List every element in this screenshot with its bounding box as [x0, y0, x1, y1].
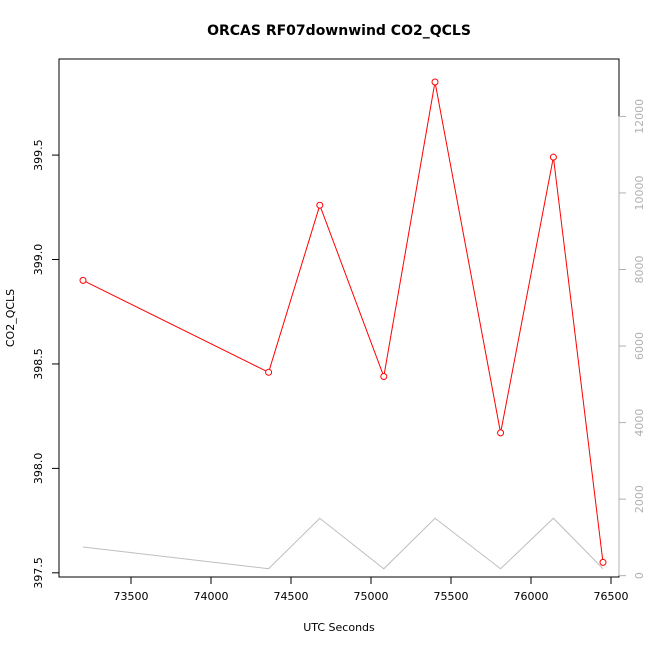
x-axis-label: UTC Seconds [303, 621, 375, 634]
co2-data-point [497, 429, 505, 437]
x-tick-label: 73500 [114, 590, 149, 603]
co2-data-point [599, 558, 607, 566]
y-tick-label: 399.5 [32, 139, 45, 171]
co2-series-line [82, 81, 604, 563]
co2-data-point [79, 276, 87, 284]
secondary-series-line [82, 517, 604, 570]
y-axis: 397.5 398.0 398.5 399.0 399.5 [32, 139, 60, 589]
secondary-y-axis: 0 2000 4000 6000 8000 10000 12000 [618, 99, 646, 579]
x-tick-label: 76000 [514, 590, 549, 603]
co2-data-point [265, 368, 273, 376]
co2-data-point [549, 153, 557, 161]
series-layer [79, 78, 607, 570]
y2-tick-label: 2000 [633, 485, 646, 513]
y-tick-label: 398.0 [32, 453, 45, 485]
y-tick-label: 399.0 [32, 244, 45, 276]
x-tick-label: 74500 [274, 590, 309, 603]
x-tick-label: 74000 [194, 590, 229, 603]
y2-tick-label: 10000 [633, 175, 646, 210]
x-tick-label: 76500 [594, 590, 629, 603]
y-tick-label: 398.5 [32, 348, 45, 380]
y-axis-label: CO2_QCLS [4, 289, 17, 347]
x-tick-label: 75000 [354, 590, 389, 603]
y-tick-label: 397.5 [32, 557, 45, 589]
y2-tick-label: 4000 [633, 409, 646, 437]
plot-frame [58, 58, 620, 578]
y2-tick-label: 12000 [633, 99, 646, 134]
x-axis: 73500 74000 74500 75000 75500 76000 76500 [114, 576, 629, 603]
co2-data-point [431, 78, 439, 86]
y2-tick-label: 0 [633, 572, 646, 579]
co2-data-point [316, 201, 324, 209]
y2-tick-label: 8000 [633, 255, 646, 283]
y2-tick-label: 6000 [633, 332, 646, 360]
chart-title: ORCAS RF07downwind CO2_QCLS [207, 23, 471, 39]
co2-data-point [380, 372, 388, 380]
x-tick-label: 75500 [434, 590, 469, 603]
